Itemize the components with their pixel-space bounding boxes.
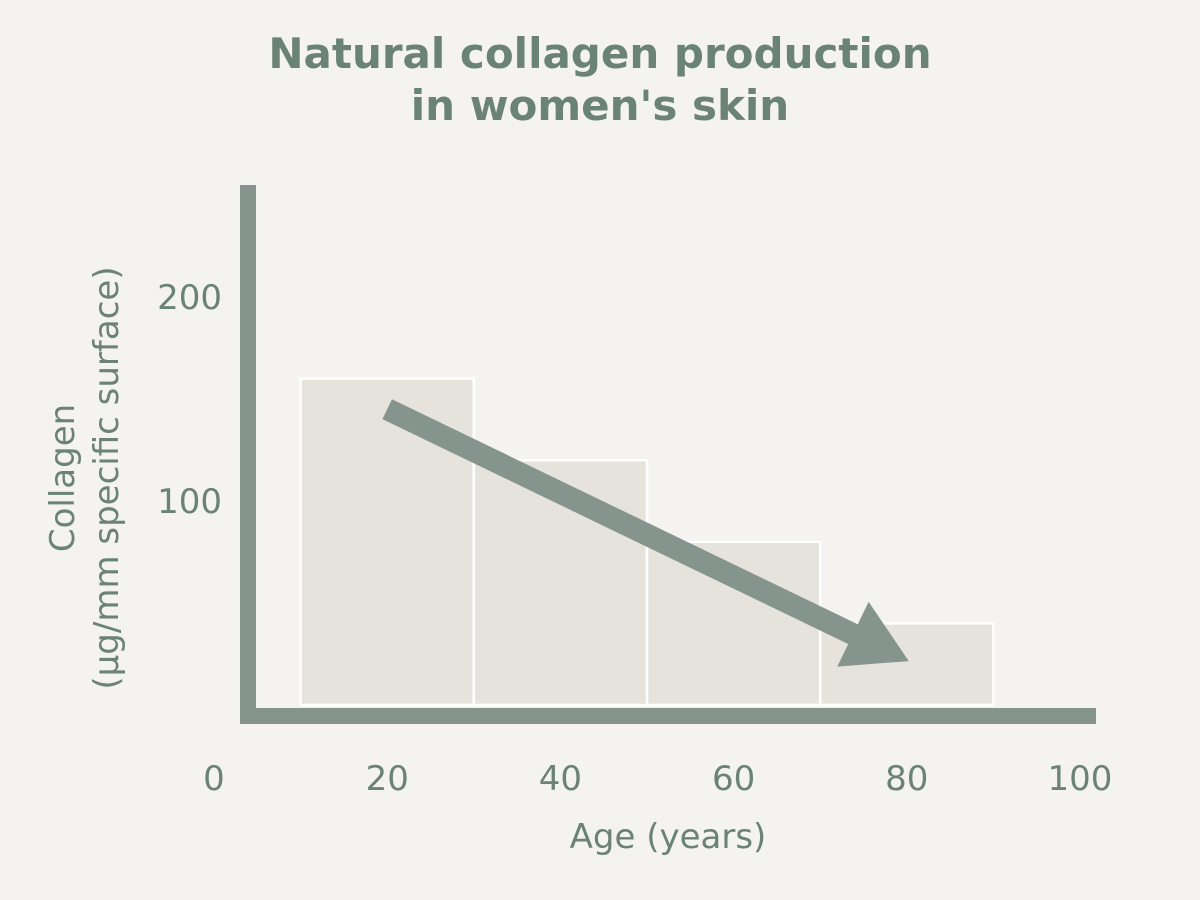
x-tick-label-60: 60 [712,759,755,799]
x-tick-label-80: 80 [885,759,928,799]
chart-title-line-2: in women's skin [410,81,790,130]
x-tick-label-100: 100 [1048,759,1113,799]
x-tick-label-20: 20 [366,759,409,799]
chart-title: Natural collagen production in women's s… [0,28,1200,132]
y-axis-label-line-1: Collagen [43,404,83,552]
x-tick-label-0: 0 [203,759,225,799]
trend-arrow-shaft [382,399,864,647]
y-tick-label-100: 100 [157,482,222,522]
trend-arrow-head [837,601,909,667]
x-axis-label: Age (years) [570,817,767,857]
y-axis-label-line-2: (µg/mm specific surface) [87,266,127,689]
x-tick-label-40: 40 [539,759,582,799]
chart-title-line-1: Natural collagen production [268,29,932,78]
ticks-group: 0 20 40 60 80 100 100 200 [157,278,1112,799]
bars-group [299,377,995,707]
y-axis-label: Collagen (µg/mm specific surface) [43,266,127,689]
trend-arrow-group [382,399,909,667]
axes-group [240,185,1096,724]
y-tick-label-200: 200 [157,278,222,318]
